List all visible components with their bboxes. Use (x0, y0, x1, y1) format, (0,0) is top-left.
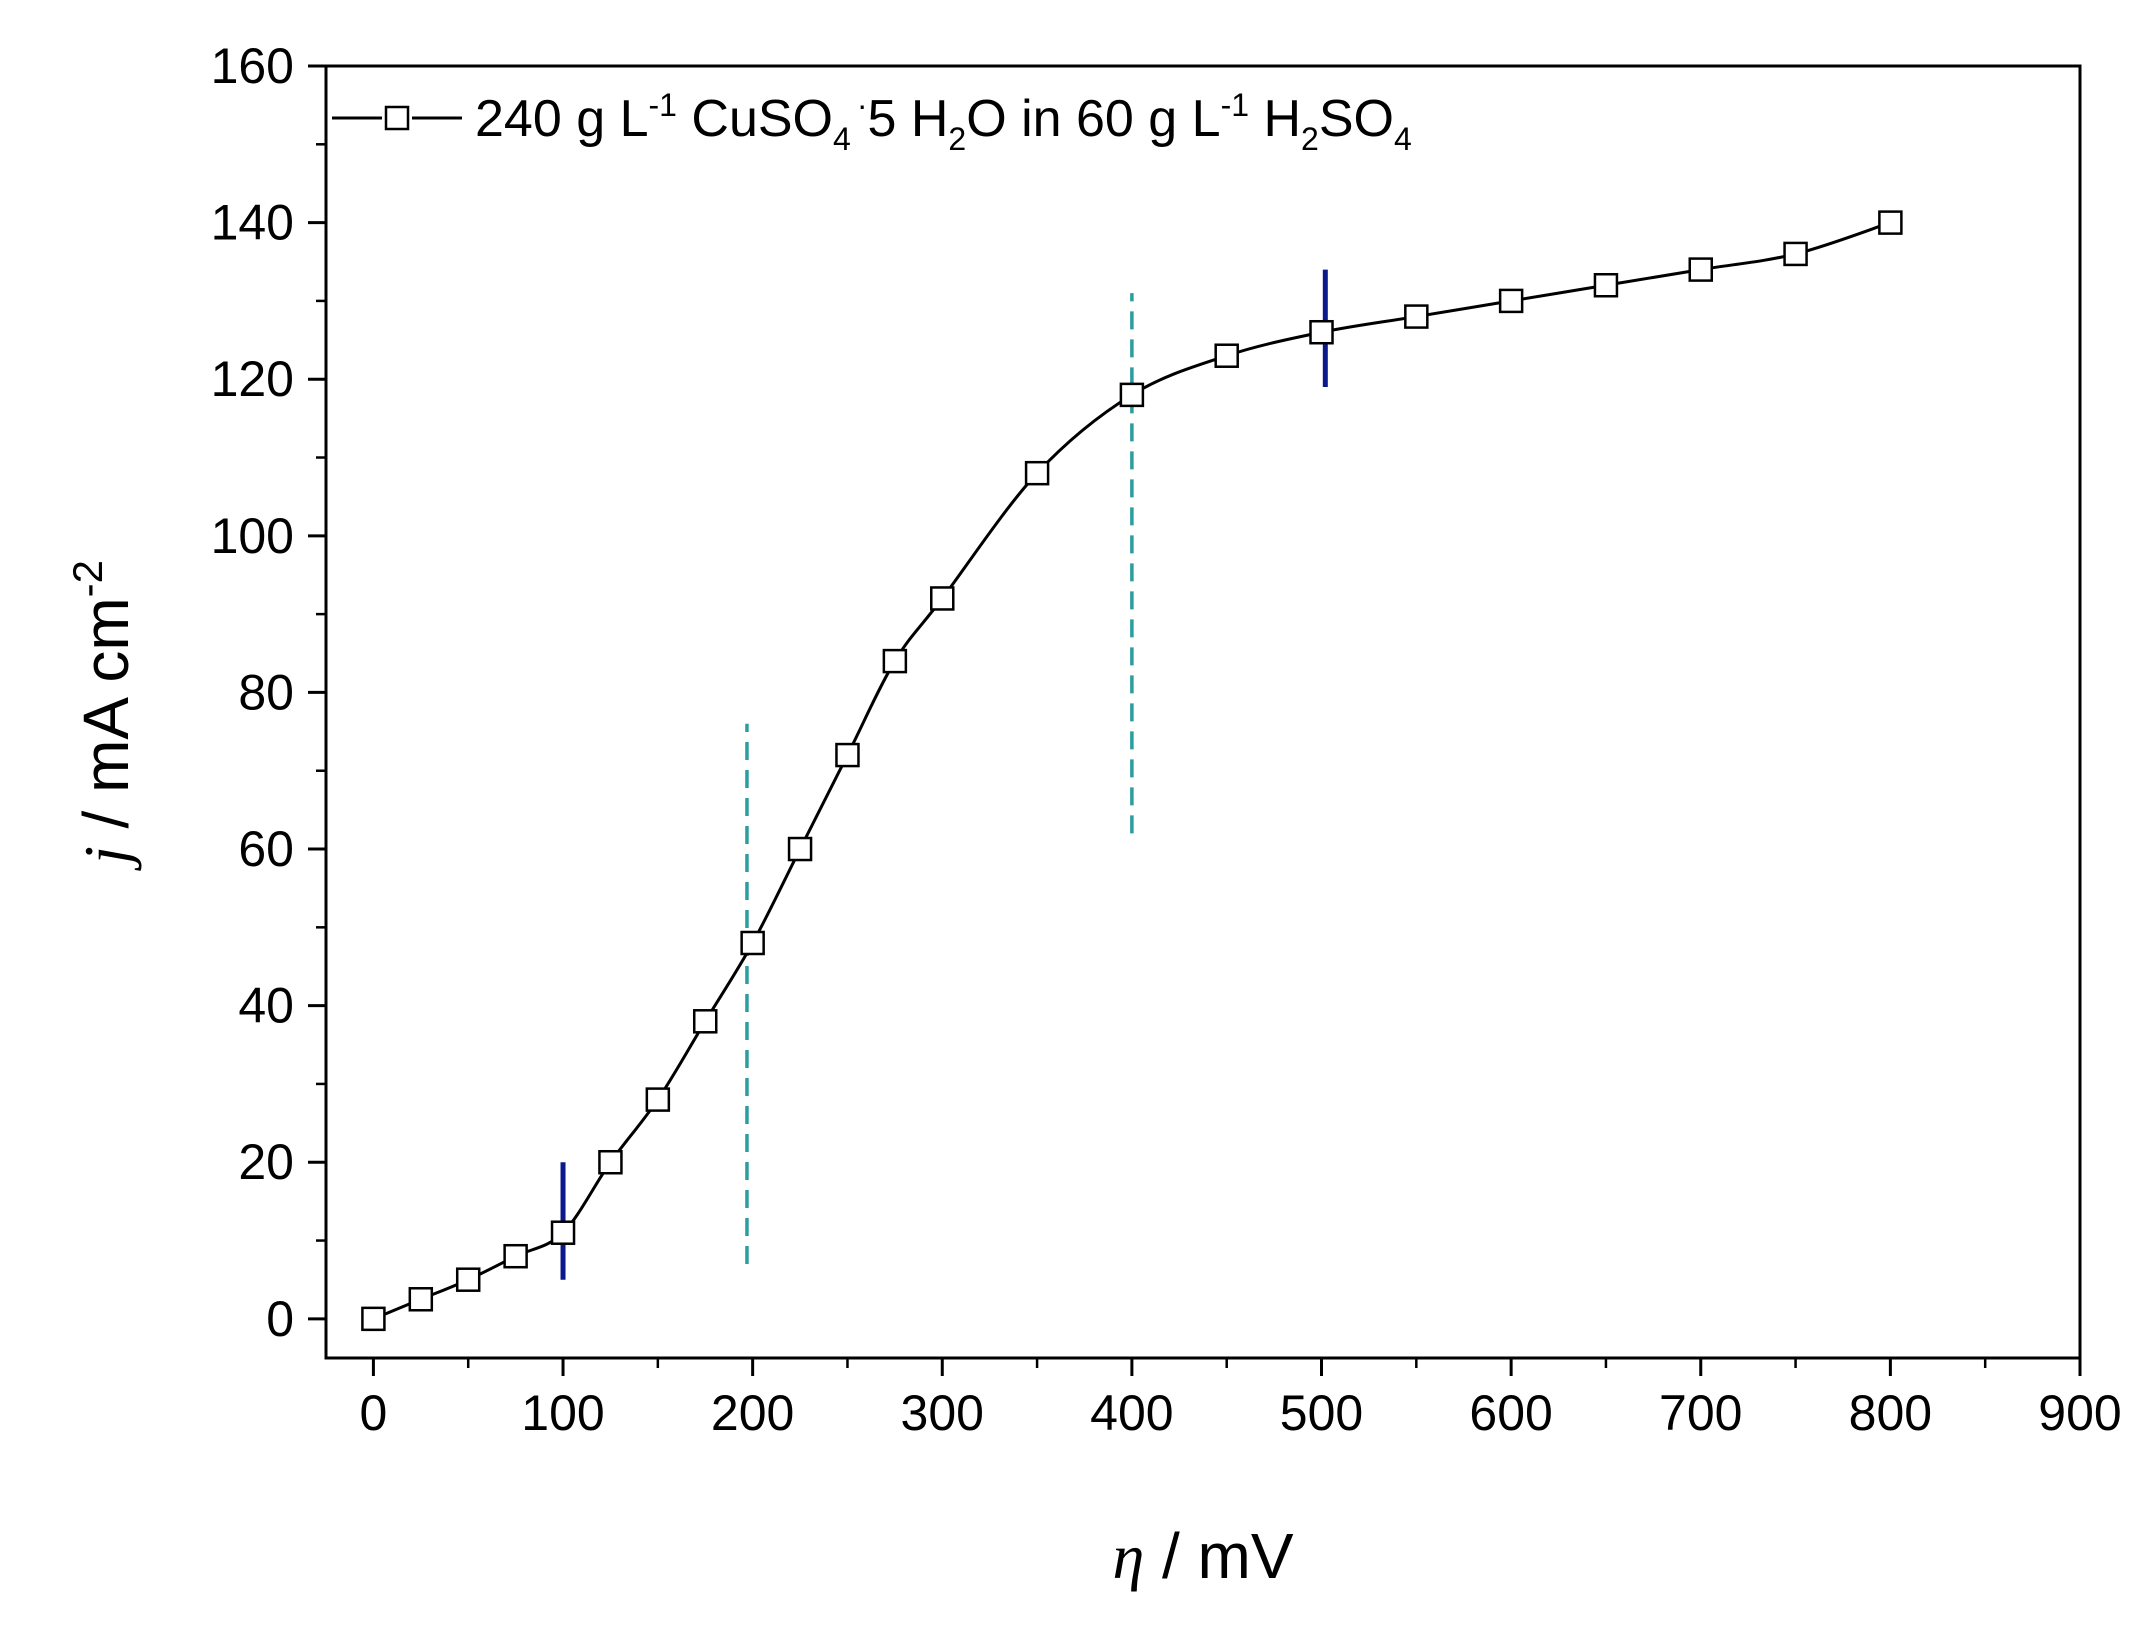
data-point (787, 836, 813, 862)
data-point (503, 1243, 528, 1269)
y-axis-exponent: -2 (64, 560, 111, 597)
y-tick-label: 60 (238, 821, 294, 877)
y-axis-title: j / mA cm-2 (64, 560, 142, 871)
legend-label-part: H (1249, 90, 1301, 148)
data-point (550, 1220, 576, 1245)
y-axis-symbol: j (71, 846, 142, 871)
data-point (1119, 382, 1145, 408)
data-point (835, 742, 860, 768)
data-point (1783, 241, 1808, 267)
legend-label-part: · (857, 87, 868, 123)
y-axis-unit: / mA cm (70, 597, 142, 846)
data-point (598, 1149, 623, 1175)
x-tick-label: 300 (901, 1385, 984, 1441)
legend-label-part: 4 (1394, 121, 1412, 157)
x-tick-label: 500 (1280, 1385, 1363, 1441)
data-point (930, 586, 955, 611)
legend-label-part: 5 H (867, 90, 948, 148)
y-tick-label: 80 (238, 664, 294, 720)
legend-label-part: 4 (833, 121, 851, 157)
x-axis-symbol: η (1112, 1521, 1144, 1592)
x-axis-ticks: 0 100 200 300 400 500 600 700 800 900 (359, 1358, 2122, 1441)
series-line (372, 221, 1891, 1321)
legend-marker (384, 105, 410, 131)
y-tick-label: 40 (238, 978, 294, 1034)
legend-label-part: -1 (649, 87, 677, 123)
data-point (1688, 257, 1714, 282)
y-tick-label: 160 (211, 38, 294, 94)
x-tick-label: 900 (2038, 1385, 2121, 1441)
legend-label-part: 240 g L (475, 90, 649, 148)
data-point (455, 1267, 481, 1292)
data-point (361, 1306, 386, 1332)
data-point (408, 1287, 434, 1312)
legend-label-part: -1 (1221, 87, 1249, 123)
x-tick-label: 700 (1659, 1385, 1742, 1441)
legend-label-part: SO (1319, 90, 1394, 148)
legend: 240 g L-1 CuSO4·5 H2O in 60 g L-1 H2SO4 (332, 87, 1412, 157)
x-tick-label: 600 (1469, 1385, 1552, 1441)
plot-frame (324, 64, 2082, 1360)
vertical-markers (560, 269, 1328, 1280)
legend-label-part: 2 (948, 121, 966, 157)
x-tick-label: 400 (1090, 1385, 1173, 1441)
x-tick-label: 100 (521, 1385, 604, 1441)
y-tick-label: 0 (266, 1291, 294, 1347)
legend-label-part: 2 (1301, 121, 1319, 157)
data-point (1593, 272, 1619, 298)
data-point (882, 648, 908, 674)
y-axis-ticks: 0 20 40 60 80 100 120 140 160 (211, 38, 326, 1347)
y-tick-label: 120 (211, 351, 294, 407)
x-axis-title: η / mV (1112, 1520, 1293, 1592)
x-tick-label: 800 (1849, 1385, 1932, 1441)
data-point (1309, 319, 1334, 345)
data-point (1024, 460, 1050, 486)
y-tick-label: 20 (238, 1134, 294, 1190)
legend-label-part: CuSO (677, 90, 833, 148)
data-points (361, 210, 1903, 1332)
data-point (692, 1009, 718, 1034)
data-point (1404, 304, 1429, 329)
data-point (740, 930, 765, 956)
legend-label-part: O in 60 g L (966, 90, 1220, 148)
legend-label: 240 g L-1 CuSO4·5 H2O in 60 g L-1 H2SO4 (475, 87, 1412, 157)
x-axis-unit: / mV (1144, 1520, 1294, 1592)
data-point (1878, 210, 1903, 235)
x-tick-label: 0 (359, 1385, 387, 1441)
data-point (1214, 343, 1239, 368)
y-tick-label: 140 (211, 195, 294, 251)
y-tick-label: 100 (211, 508, 294, 564)
x-tick-label: 200 (711, 1385, 794, 1441)
data-point (1498, 288, 1524, 314)
data-point (645, 1087, 671, 1112)
